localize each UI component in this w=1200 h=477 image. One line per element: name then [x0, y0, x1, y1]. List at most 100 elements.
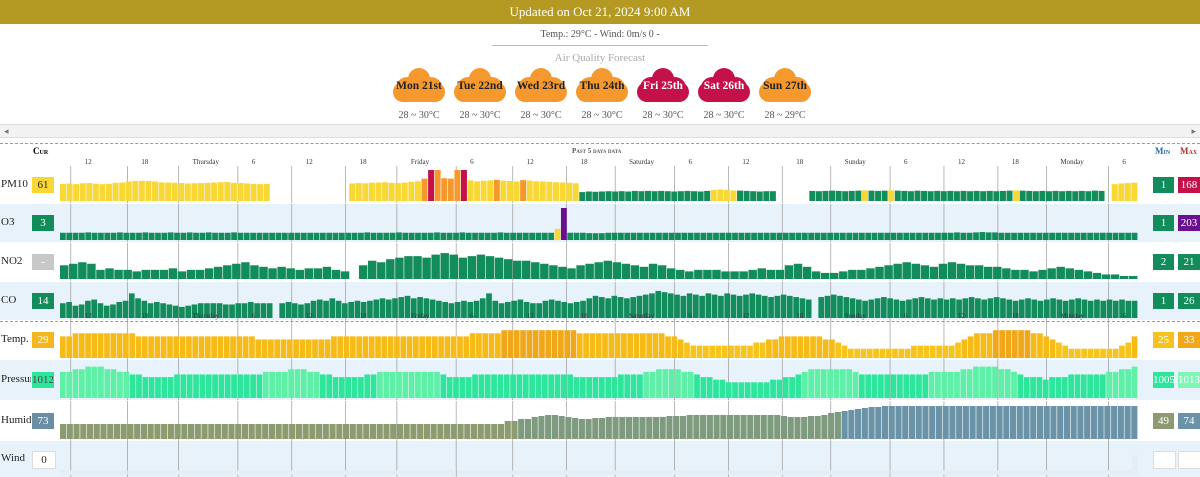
data-bar: [1092, 272, 1102, 279]
data-bar: [363, 424, 370, 439]
data-bar: [66, 336, 72, 358]
scroll-left-icon[interactable]: ◂: [4, 126, 9, 136]
forecast-day-4[interactable]: Fri 25th 28 ~ 30°C: [635, 66, 691, 121]
min-header: Min: [1155, 146, 1171, 156]
data-bar: [217, 182, 224, 201]
data-bar: [687, 371, 694, 398]
data-bar: [848, 190, 855, 201]
data-bar: [1062, 345, 1069, 358]
data-bar: [208, 470, 215, 475]
data-bar: [450, 336, 457, 358]
data-bar: [721, 345, 728, 358]
data-bar: [227, 470, 233, 475]
data-bar: [803, 336, 810, 358]
forecast-day-label: Sat 26th: [703, 80, 745, 92]
data-bar: [595, 333, 602, 358]
data-bar: [586, 298, 593, 318]
data-bar: [766, 269, 776, 279]
data-bar: [304, 268, 314, 279]
data-bar: [573, 302, 580, 318]
data-bar: [898, 348, 905, 358]
data-bar: [829, 339, 835, 358]
data-bar: [85, 300, 91, 318]
data-bar: [1017, 374, 1024, 398]
data-bar: [110, 304, 116, 318]
divider: [492, 45, 708, 46]
data-bar: [135, 298, 141, 318]
data-bar: [713, 379, 719, 398]
forecast-day-5[interactable]: Sat 26th 28 ~ 30°C: [696, 66, 752, 121]
data-bar: [285, 302, 292, 318]
forecast-day-6[interactable]: Sun 27th 28 ~ 29°C: [757, 66, 813, 121]
forecast-day-1[interactable]: Tue 22nd 28 ~ 30°C: [452, 66, 508, 121]
data-bar: [141, 269, 150, 279]
data-bar: [221, 470, 227, 475]
data-bar: [78, 262, 87, 279]
data-bar: [586, 470, 593, 475]
data-bar: [406, 470, 413, 475]
forecast-day-2[interactable]: Wed 23rd 28 ~ 30°C: [513, 66, 569, 121]
data-bar: [875, 407, 882, 439]
data-bar: [72, 305, 79, 318]
data-bar: [657, 265, 667, 279]
data-bar: [884, 232, 891, 240]
data-bar: [436, 300, 442, 318]
data-bar: [326, 374, 333, 398]
data-bar: [805, 299, 812, 318]
data-bar: [585, 263, 594, 279]
data-bar: [294, 232, 301, 240]
data-bar: [442, 302, 448, 318]
data-bar: [935, 406, 943, 439]
data-bar: [698, 470, 704, 475]
scroll-right-icon[interactable]: ▸: [1191, 126, 1196, 136]
data-bar: [198, 336, 205, 358]
data-bar: [962, 298, 969, 318]
data-bar: [106, 183, 112, 201]
data-bar: [497, 374, 504, 398]
data-bar: [743, 294, 749, 318]
data-bar: [180, 232, 187, 240]
data-bar: [861, 190, 868, 201]
data-bar: [154, 424, 161, 439]
data-bar: [927, 470, 933, 475]
data-bar: [975, 298, 981, 318]
data-bar: [462, 470, 469, 475]
data-bar: [202, 470, 209, 475]
data-bar: [718, 295, 724, 318]
data-bar: [567, 303, 574, 318]
data-bar: [1111, 184, 1118, 201]
data-bar: [730, 271, 739, 279]
data-bar: [993, 266, 1002, 279]
data-bar: [1106, 232, 1113, 240]
horizontal-scrollbar[interactable]: ◂ ▸: [0, 124, 1200, 138]
data-bar: [376, 424, 383, 439]
data-bar: [1099, 374, 1106, 398]
data-bar: [1084, 406, 1091, 439]
data-bar: [134, 424, 141, 439]
data-bar: [1036, 406, 1044, 439]
data-bar: [992, 232, 998, 240]
forecast-day-3[interactable]: Thu 24th 28 ~ 30°C: [574, 66, 630, 121]
data-bar: [110, 232, 117, 240]
data-bar: [331, 336, 337, 358]
forecast-day-0[interactable]: Mon 21st 28 ~ 30°C: [391, 66, 447, 121]
data-bar: [671, 336, 678, 358]
data-bar: [741, 470, 748, 475]
data-bar: [662, 232, 669, 240]
data-bar: [929, 345, 936, 358]
data-bar: [751, 232, 757, 240]
data-bar: [834, 470, 841, 475]
data-bar: [763, 232, 770, 240]
data-bar: [161, 377, 168, 398]
data-bar: [244, 183, 251, 201]
data-bar: [275, 371, 282, 398]
data-bar: [313, 268, 323, 279]
data-bar: [822, 470, 828, 475]
data-bar: [639, 417, 646, 439]
data-bar: [301, 470, 308, 475]
data-bar: [60, 371, 66, 398]
data-bar: [637, 232, 643, 240]
data-bar: [1100, 348, 1106, 358]
data-bar: [1043, 406, 1050, 439]
data-bar: [294, 369, 301, 398]
